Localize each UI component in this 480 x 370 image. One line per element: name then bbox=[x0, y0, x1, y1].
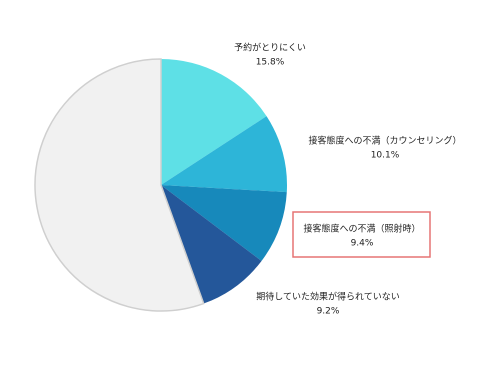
pie-slice bbox=[161, 59, 267, 185]
slice-value: 15.8% bbox=[256, 58, 285, 68]
slice-label: 接客態度への不満（カウンセリング） bbox=[308, 135, 461, 147]
highlight-box bbox=[292, 211, 431, 258]
slice-value: 9.4% bbox=[351, 239, 374, 249]
pie-slice bbox=[161, 185, 287, 261]
slice-value: 10.1% bbox=[371, 151, 400, 161]
slice-value: 9.2% bbox=[317, 307, 340, 317]
slice-label: 期待していた効果が得られていない bbox=[256, 291, 399, 303]
pie-slice bbox=[161, 116, 287, 193]
slice-label: 接客態度への不満（照射時） bbox=[303, 223, 420, 235]
pie-slice bbox=[161, 185, 262, 304]
slice-label: 予約がとりにくい bbox=[234, 42, 306, 54]
pie-slice bbox=[34, 58, 205, 312]
